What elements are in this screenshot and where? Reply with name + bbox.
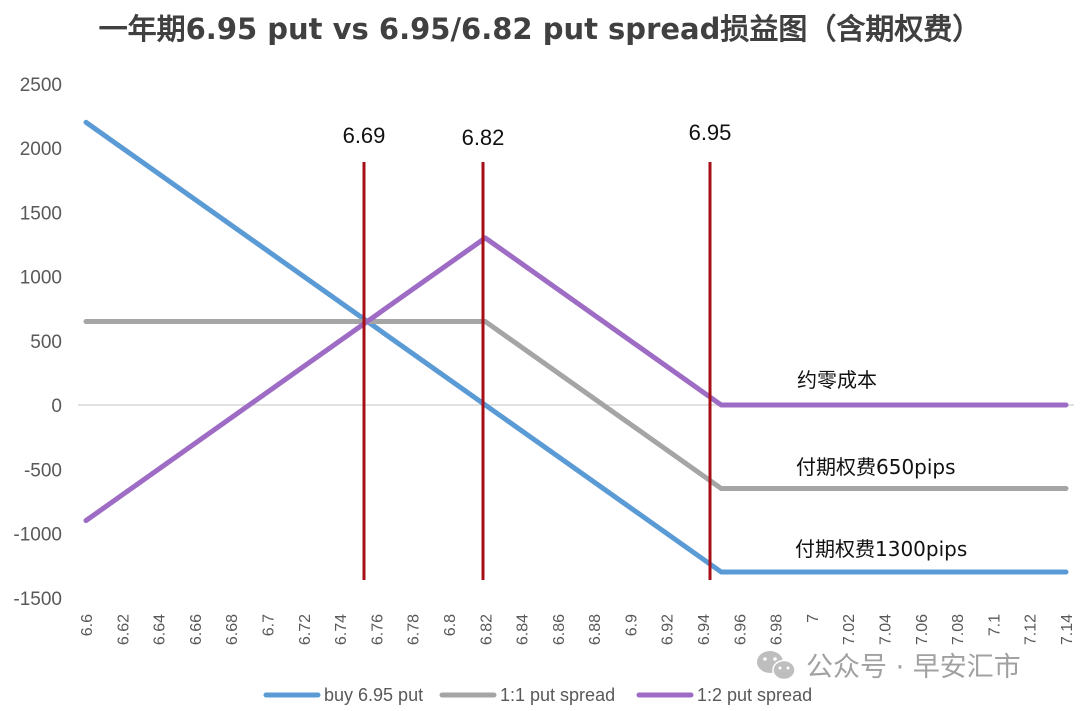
- x-tick-label: 6.9: [623, 614, 640, 636]
- x-tick-label: 6.74: [333, 614, 350, 645]
- x-tick-label: 7.1: [986, 614, 1003, 636]
- x-tick-label: 6.92: [660, 614, 677, 645]
- strike-markers: 6.69 6.82 6.95: [343, 120, 732, 580]
- legend-label: 1:2 put spread: [697, 685, 812, 705]
- x-tick-label: 6.6: [79, 614, 96, 636]
- x-tick-label: 6.68: [224, 614, 241, 645]
- x-tick-label: 6.84: [515, 614, 532, 645]
- series-annotation: 付期权费1300pips: [795, 537, 967, 561]
- legend-item[interactable]: 1:2 put spread: [636, 685, 812, 705]
- legend: buy 6.95 put 1:1 put spread 1:2 put spread: [263, 685, 812, 705]
- x-tick-label: 6.78: [406, 614, 423, 645]
- y-tick-label: 0: [51, 396, 62, 417]
- x-tick-label: 7.14: [1059, 614, 1076, 645]
- x-axis: 6.6 6.62 6.64 6.66 6.68 6.7 6.72 6.74 6.76 6.78 6.…: [79, 614, 1076, 645]
- strike-marker-label: 6.95: [689, 120, 732, 145]
- series-line: [83, 319, 1069, 491]
- watermark: 公众号 · 早安汇市: [757, 651, 1021, 683]
- y-tick-label: 1000: [20, 268, 62, 289]
- x-tick-label: 7: [805, 614, 822, 623]
- y-tick-label: -1500: [13, 589, 62, 610]
- x-tick-label: 6.76: [369, 614, 386, 645]
- y-tick-label: 500: [30, 332, 62, 353]
- x-tick-label: 6.96: [732, 614, 749, 645]
- watermark-text: 公众号 · 早安汇市: [806, 652, 1021, 683]
- wechat-icon: [757, 651, 796, 681]
- x-tick-label: 6.66: [188, 614, 205, 645]
- y-tick-label: -1000: [13, 525, 62, 546]
- x-tick-label: 7.12: [1023, 614, 1040, 645]
- x-tick-label: 6.88: [587, 614, 604, 645]
- legend-item[interactable]: 1:1 put spread: [439, 685, 615, 705]
- x-tick-label: 6.82: [478, 614, 495, 645]
- series-annotation: 约零成本: [797, 368, 877, 392]
- series-annotation: 付期权费650pips: [796, 455, 956, 479]
- strike-marker-label: 6.82: [462, 125, 505, 150]
- x-tick-label: 6.8: [442, 614, 459, 636]
- x-tick-label: 6.62: [115, 614, 132, 645]
- x-tick-label: 7.08: [950, 614, 967, 645]
- series-line: [83, 119, 1069, 575]
- x-tick-label: 6.94: [696, 614, 713, 645]
- legend-label: buy 6.95 put: [324, 685, 423, 705]
- series-line: [83, 235, 1069, 524]
- y-axis: 2500 2000 1500 1000 500 0 -500 -1000 -1500: [13, 75, 62, 610]
- y-tick-label: 2000: [20, 139, 62, 160]
- x-tick-label: 7.02: [841, 614, 858, 645]
- y-tick-label: 2500: [20, 75, 62, 96]
- x-tick-label: 6.64: [152, 614, 169, 645]
- x-tick-label: 7.04: [878, 614, 895, 645]
- x-tick-label: 7.06: [914, 614, 931, 645]
- x-tick-label: 6.98: [769, 614, 786, 645]
- strike-marker-label: 6.69: [343, 123, 386, 148]
- legend-label: 1:1 put spread: [500, 685, 615, 705]
- y-tick-label: 1500: [20, 203, 62, 224]
- x-tick-label: 6.7: [260, 614, 277, 636]
- chart-title: 一年期6.95 put vs 6.95/6.82 put spread损益图（含…: [98, 12, 982, 46]
- legend-item[interactable]: buy 6.95 put: [263, 685, 423, 705]
- y-tick-label: -500: [24, 460, 62, 481]
- x-tick-label: 6.86: [551, 614, 568, 645]
- series-lines: [83, 119, 1069, 575]
- x-tick-label: 6.72: [297, 614, 314, 645]
